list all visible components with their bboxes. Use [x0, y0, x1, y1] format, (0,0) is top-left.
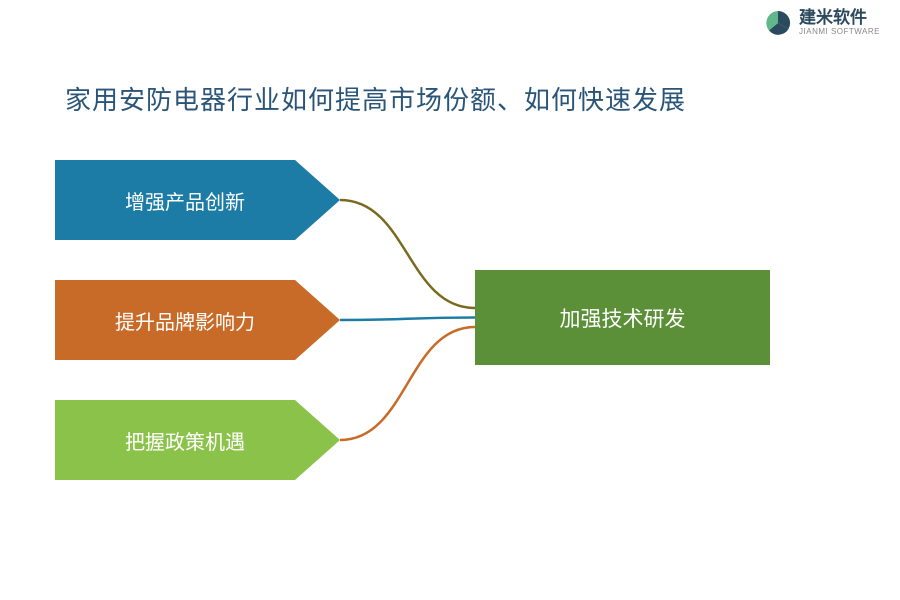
- connector-0: [340, 200, 475, 308]
- target-label: 加强技术研发: [560, 303, 686, 333]
- logo-name-en: JIANMI SOFTWARE: [799, 28, 880, 37]
- arrow-node-2: 把握政策机遇: [55, 400, 340, 480]
- connector-1: [340, 318, 475, 321]
- target-node: 加强技术研发: [475, 270, 770, 365]
- page-title: 家用安防电器行业如何提高市场份额、如何快速发展: [65, 80, 686, 117]
- arrow-label-0: 增强产品创新: [125, 186, 270, 215]
- arrow-node-1: 提升品牌影响力: [55, 280, 340, 360]
- diagram: 增强产品创新 提升品牌影响力 把握政策机遇 加强技术研发: [55, 150, 855, 550]
- connector-2: [340, 327, 475, 440]
- arrow-node-0: 增强产品创新: [55, 160, 340, 240]
- arrow-label-1: 提升品牌影响力: [115, 306, 280, 335]
- logo: 建米软件 JIANMI SOFTWARE: [763, 8, 880, 38]
- arrow-label-2: 把握政策机遇: [125, 426, 270, 455]
- logo-icon: [763, 8, 793, 38]
- logo-text: 建米软件 JIANMI SOFTWARE: [799, 9, 880, 36]
- logo-name-cn: 建米软件: [799, 9, 880, 28]
